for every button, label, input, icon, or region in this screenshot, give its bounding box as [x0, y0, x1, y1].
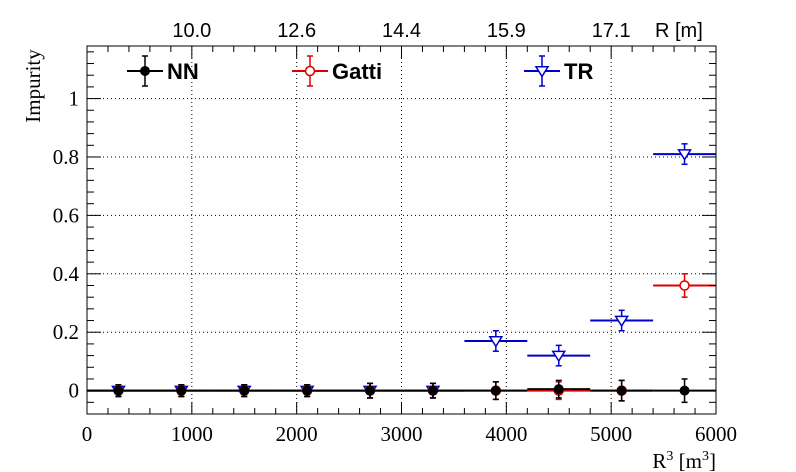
marker [427, 385, 438, 396]
x-tick-label: 6000 [695, 422, 737, 446]
series-nn [87, 378, 716, 404]
legend: NN Gatti TR [127, 55, 593, 87]
top-tick-label: 17.1 [592, 20, 631, 42]
marker [553, 384, 564, 395]
y-tick-label: 0.8 [53, 145, 79, 169]
y-tick-label: 0 [69, 379, 80, 403]
data-point-nn [275, 384, 339, 398]
x-axis-title-sup: 3 [666, 449, 673, 464]
top-tick-label: 15.9 [487, 20, 526, 42]
x-axis-title-unit-sup: 3 [702, 449, 709, 464]
top-axis-title: R [m] [655, 20, 703, 42]
legend-marker [534, 66, 550, 78]
marker [113, 385, 124, 396]
marker [490, 385, 501, 396]
x-axis-title-unit-close: ] [709, 449, 716, 472]
grid [87, 46, 716, 414]
x-tick-label: 0 [82, 422, 93, 446]
marker [616, 385, 627, 396]
y-tick-label: 0.2 [53, 320, 79, 344]
marker [239, 385, 250, 396]
data-point-tr [590, 309, 654, 332]
data-point-nn [149, 384, 213, 398]
data-point-gatti [653, 273, 716, 298]
top-tick-label: 14.4 [382, 20, 421, 42]
legend-entry-nn: NN [127, 55, 199, 87]
axes: 0 1000 2000 3000 4000 5000 6000 10.0 12.6 14.4 15.… [53, 20, 737, 446]
x-axis-title-unit-open: [m [673, 449, 702, 472]
legend-label: Gatti [332, 59, 382, 84]
marker [176, 385, 187, 396]
x-tick-label: 4000 [485, 422, 527, 446]
data-point-nn [464, 381, 528, 401]
data-point-nn [338, 382, 402, 399]
legend-label: NN [167, 59, 199, 84]
x-tick-label: 1000 [171, 422, 213, 446]
y-axis-title: Impurity [21, 49, 45, 123]
x-axis-title: R3 [m3] [652, 449, 716, 472]
marker [302, 385, 313, 396]
y-tick-label: 0.6 [53, 203, 79, 227]
data-point-nn [590, 379, 654, 402]
x-tick-label: 5000 [590, 422, 632, 446]
x-tick-label: 2000 [276, 422, 318, 446]
marker [365, 385, 376, 396]
marker [551, 350, 567, 363]
legend-marker [140, 66, 150, 76]
marker [614, 315, 630, 328]
legend-label: TR [564, 59, 593, 84]
x-tick-label: 3000 [381, 422, 423, 446]
legend-entry-gatti: Gatti [292, 55, 382, 87]
marker [679, 385, 690, 396]
data-point-nn [212, 384, 276, 398]
data-point-nn [527, 379, 591, 399]
legend-marker [304, 65, 316, 77]
top-tick-label: 12.6 [277, 20, 316, 42]
top-tick-label: 10.0 [172, 20, 211, 42]
marker [677, 149, 692, 161]
marker [679, 280, 690, 291]
y-tick-label: 0.4 [53, 262, 80, 286]
x-axis-title-main: R [652, 449, 666, 472]
data-point-nn [401, 382, 465, 399]
legend-entry-tr: TR [524, 55, 593, 87]
marker [488, 336, 504, 348]
data-point-tr [464, 330, 528, 352]
data-point-tr [527, 344, 591, 367]
y-tick-label: 1 [69, 87, 80, 111]
data-point-tr [653, 143, 716, 166]
data-series [87, 143, 716, 404]
